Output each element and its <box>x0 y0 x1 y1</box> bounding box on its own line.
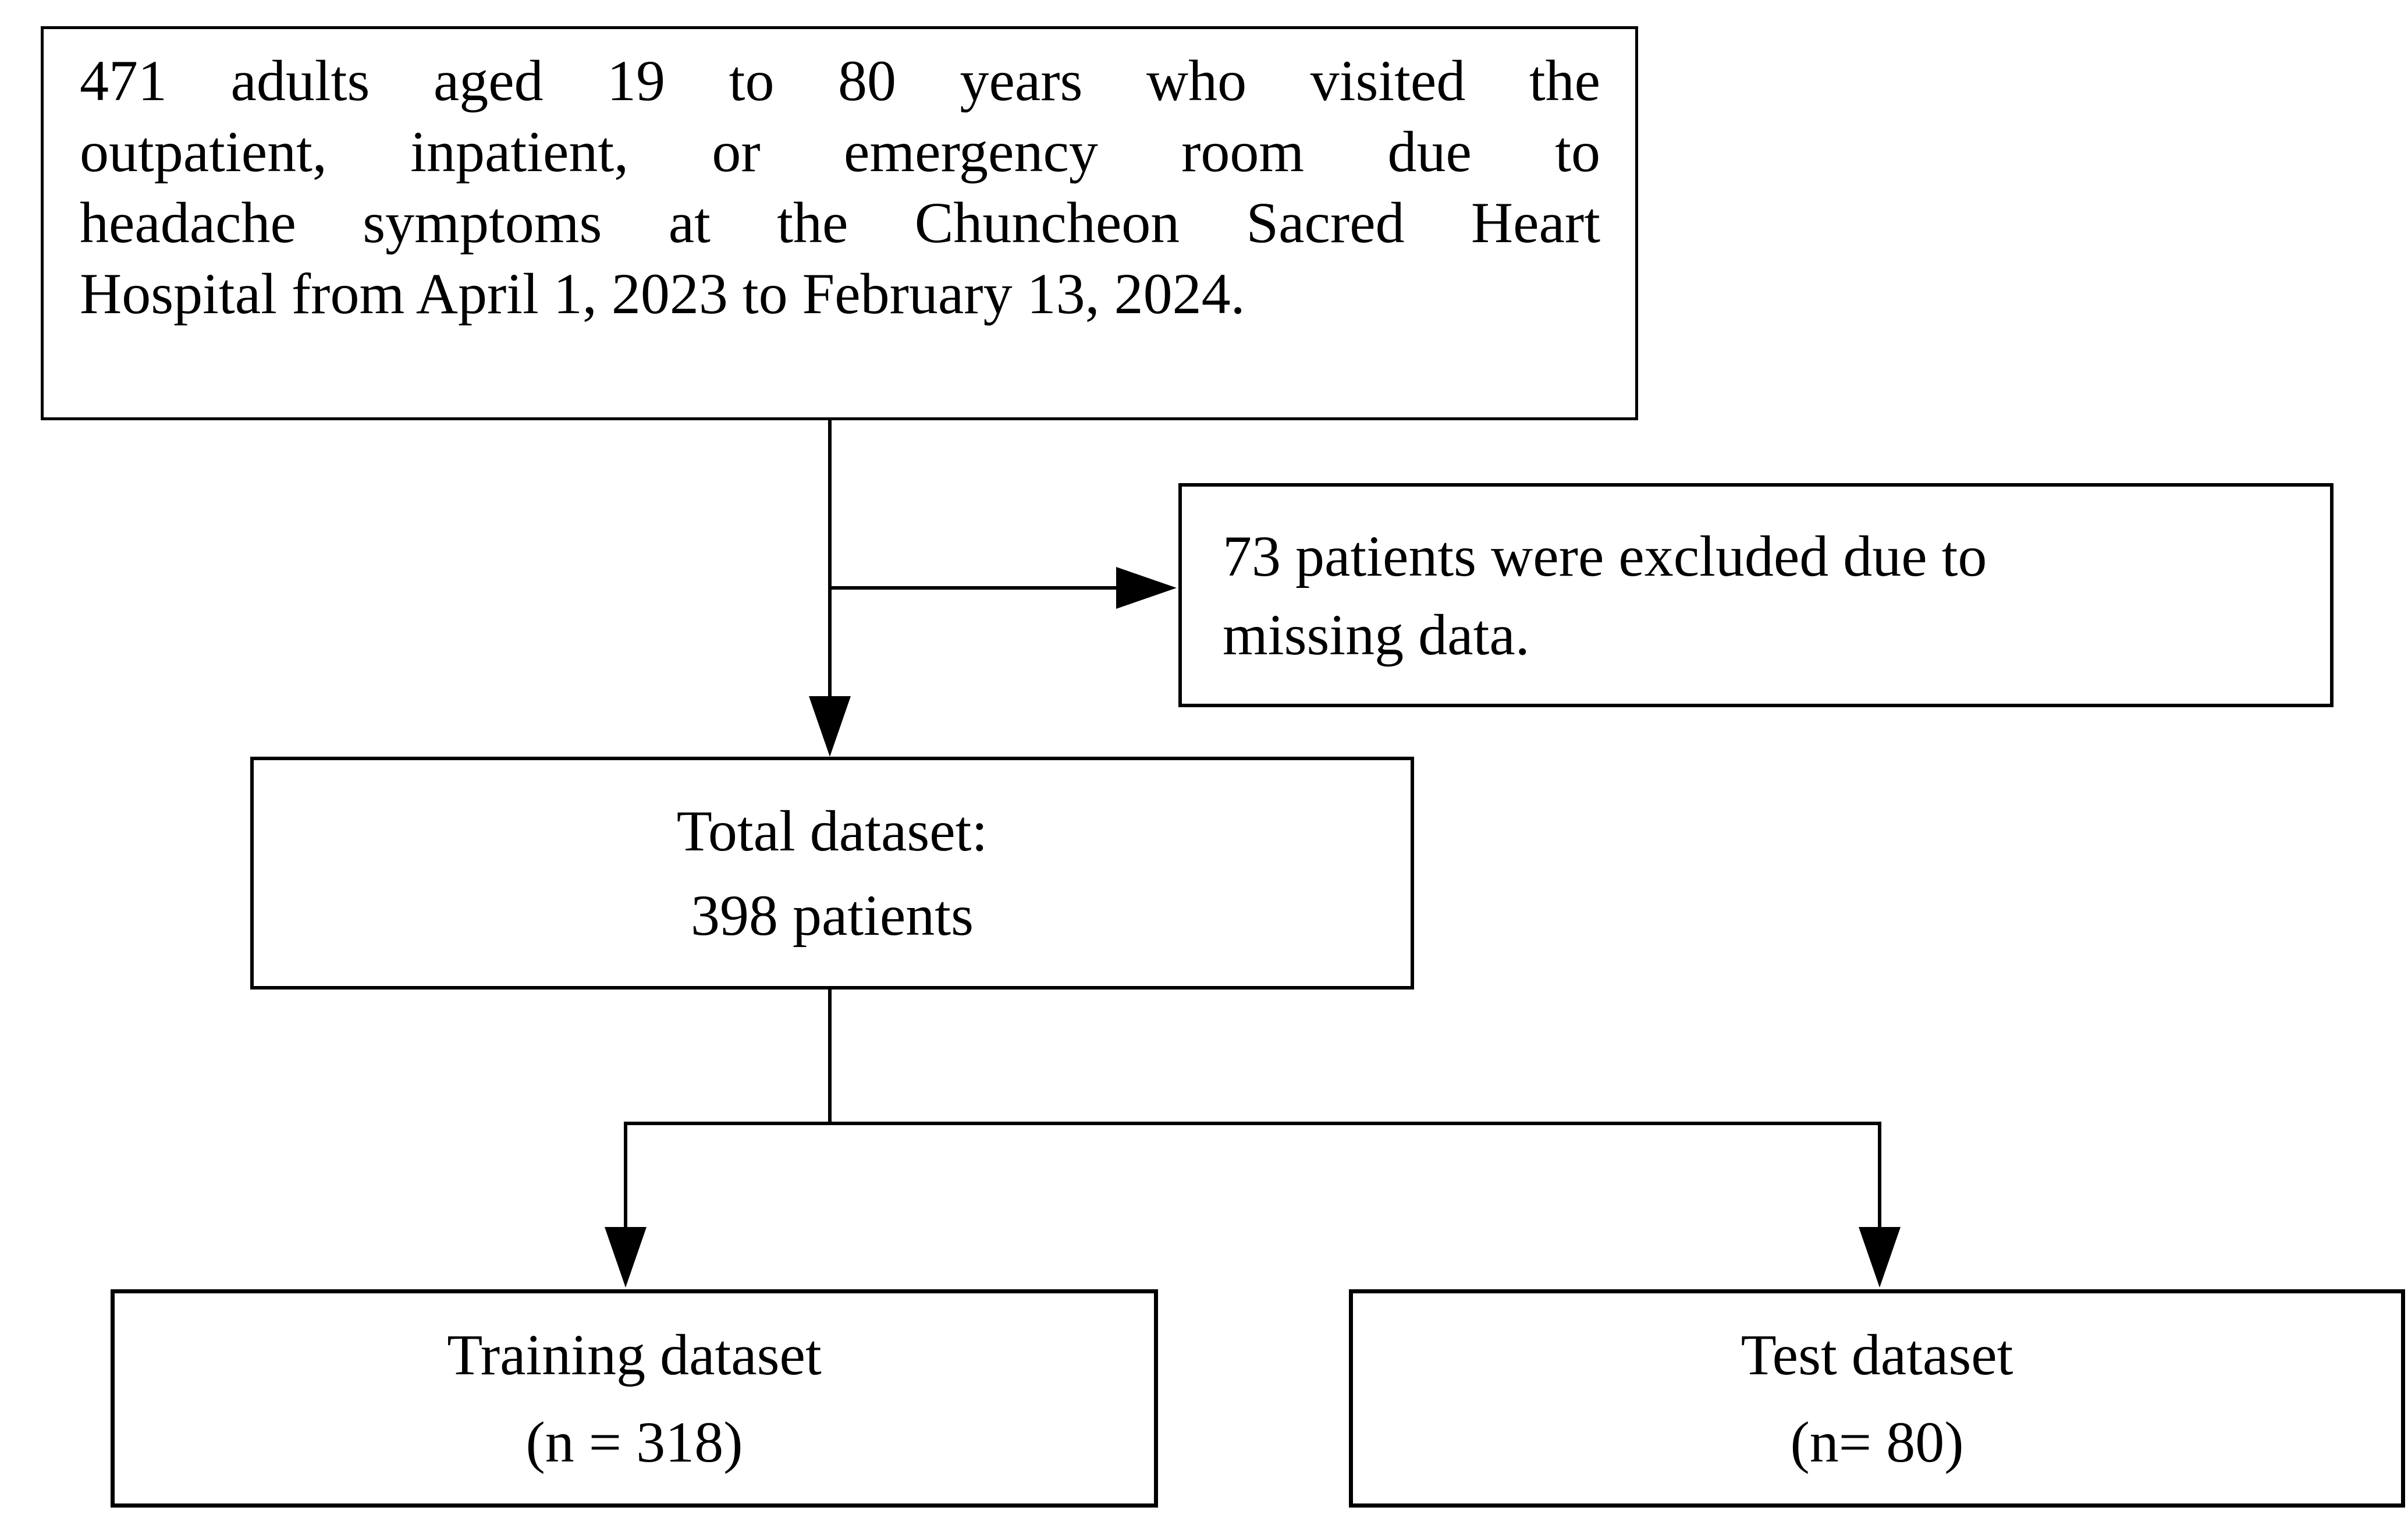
total-dataset-box: Total dataset: 398 patients <box>250 757 1414 990</box>
total-dataset-count: 398 patients <box>690 883 974 948</box>
test-dataset-box: Test dataset (n= 80) <box>1349 1289 2405 1508</box>
total-dataset-label: Total dataset: <box>676 799 988 863</box>
arrowhead-down-training <box>605 1227 647 1288</box>
training-dataset-count: (n = 318) <box>525 1409 743 1474</box>
training-dataset-label: Training dataset <box>447 1322 822 1387</box>
excluded-patients-box: 73 patients were excluded due to missing… <box>1178 483 2334 707</box>
excluded-line-2: missing data. <box>1223 602 1530 667</box>
training-dataset-box: Training dataset (n = 318) <box>111 1289 1158 1508</box>
arrowhead-right-excluded <box>1116 567 1177 609</box>
test-dataset-count: (n= 80) <box>1790 1409 1964 1474</box>
source-line-4: Hospital from April 1, 2023 to February … <box>80 261 1245 326</box>
test-dataset-label: Test dataset <box>1741 1322 2013 1387</box>
source-line-3: headache symptoms at the Chuncheon Sacre… <box>80 190 1600 255</box>
source-line-2: outpatient, inpatient, or emergency room… <box>80 119 1600 184</box>
excluded-line-1: 73 patients were excluded due to <box>1223 523 1987 588</box>
arrowhead-down-total <box>809 696 851 757</box>
source-line-1: 471 adults aged 19 to 80 years who visit… <box>80 48 1600 113</box>
arrowhead-down-test <box>1859 1227 1901 1288</box>
source-population-box: 471 adults aged 19 to 80 years who visit… <box>41 26 1638 420</box>
